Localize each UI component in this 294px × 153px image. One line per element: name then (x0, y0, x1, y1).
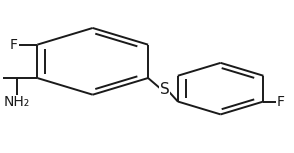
Text: F: F (276, 95, 284, 108)
Text: S: S (160, 82, 169, 97)
Text: NH₂: NH₂ (4, 95, 30, 109)
Text: F: F (10, 38, 18, 52)
